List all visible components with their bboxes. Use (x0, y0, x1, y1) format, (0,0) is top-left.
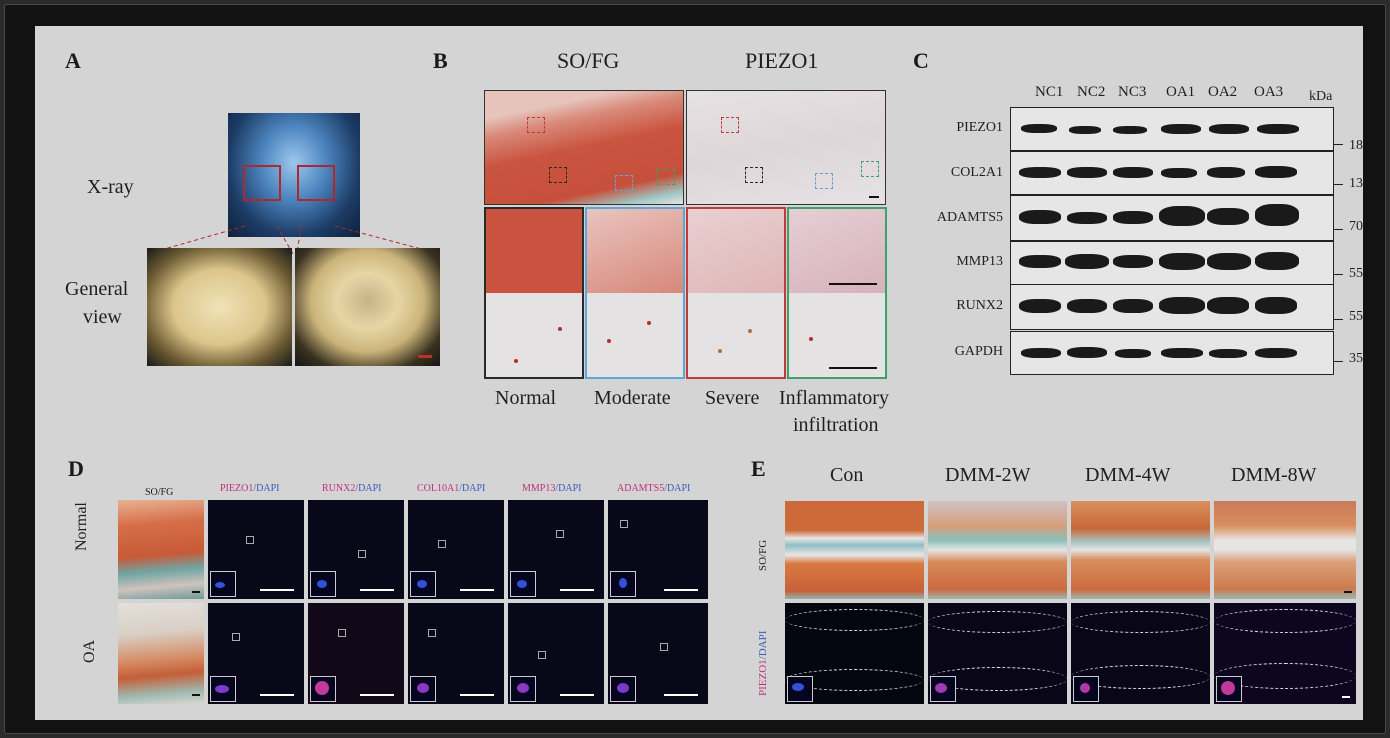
e-fl-dmm8w (1214, 603, 1356, 704)
xray-image (228, 113, 360, 237)
b-label-infiltration: infiltration (793, 414, 879, 436)
wb-row-gapdh (1010, 331, 1334, 375)
wb-row-piezo1 (1010, 107, 1334, 151)
b-label-inflammatory: Inflammatory (779, 387, 889, 409)
panel-a-label: A (65, 48, 81, 73)
d-oa-adamts5 (608, 603, 708, 704)
mw-35: 35 (1349, 351, 1363, 366)
panel-c-label: C (913, 48, 929, 73)
d-normal-mmp13 (508, 500, 604, 599)
zoom-lines (146, 225, 441, 255)
mw-55a: 55 (1349, 266, 1363, 281)
unit-kda: kDa (1309, 89, 1333, 104)
e-row-sofg: SO/FG (757, 539, 769, 571)
figure-frame: A X-ray General view B SO/FG PIEZO1 (4, 4, 1386, 734)
e-sofg-con (785, 501, 924, 599)
b-header-piezo1: PIEZO1 (745, 48, 819, 73)
lane-oa3: OA3 (1254, 84, 1284, 100)
lane-oa2: OA2 (1208, 84, 1238, 100)
wb-row-adamts5 (1010, 195, 1334, 241)
mw-130: 130 (1349, 176, 1363, 191)
e-fl-dmm4w (1071, 603, 1210, 704)
wb-row-runx2 (1010, 284, 1334, 330)
e-fl-dmm2w (928, 603, 1067, 704)
e-sofg-dmm2w (928, 501, 1067, 599)
d-header-col10a1: COL10A1/DAPI (417, 483, 486, 494)
d-normal-col10a1 (408, 500, 504, 599)
panel-b-label: B (433, 48, 448, 73)
wb-row-col2a1 (1010, 151, 1334, 195)
wb-label-mmp13: MMP13 (956, 254, 1003, 269)
general-view-normal (147, 248, 292, 366)
lane-nc1: NC1 (1035, 84, 1064, 100)
e-row-piezo1-dapi: PIEZO1/DAPI (757, 630, 769, 696)
mw-70: 70 (1349, 219, 1363, 234)
d-oa-piezo1 (208, 603, 304, 704)
d-oa-col10a1 (408, 603, 504, 704)
d-oa-sofg (118, 603, 204, 704)
b-label-moderate: Moderate (594, 387, 671, 409)
xray-label: X-ray (87, 176, 134, 198)
e-sofg-dmm4w (1071, 501, 1210, 599)
panel-e-label: E (751, 456, 766, 481)
mw-55b: 55 (1349, 309, 1363, 324)
b-overview-sofg (484, 90, 684, 205)
b-zoom-infiltration (787, 207, 887, 379)
e-header-con: Con (830, 464, 864, 486)
wb-label-adamts5: ADAMTS5 (936, 210, 1003, 225)
d-header-piezo1: PIEZO1/DAPI (220, 483, 280, 494)
wb-row-mmp13 (1010, 241, 1334, 285)
wb-label-col2a1: COL2A1 (950, 165, 1003, 180)
d-normal-piezo1 (208, 500, 304, 599)
lane-oa1: OA1 (1166, 84, 1196, 100)
b-label-normal: Normal (495, 387, 557, 409)
general-view-oa (295, 248, 440, 366)
d-normal-sofg (118, 500, 204, 599)
b-zoom-severe (686, 207, 786, 379)
b-header-sofg: SO/FG (557, 48, 620, 73)
general-view-label-1: General (65, 278, 129, 300)
wb-label-piezo1: PIEZO1 (956, 120, 1003, 135)
d-row-normal: Normal (73, 502, 90, 551)
e-header-dmm4w: DMM-4W (1085, 464, 1171, 486)
d-row-oa: OA (81, 639, 98, 663)
d-normal-adamts5 (608, 500, 708, 599)
mw-180: 180 (1349, 138, 1363, 153)
d-oa-mmp13 (508, 603, 604, 704)
d-normal-runx2 (308, 500, 404, 599)
e-header-dmm8w: DMM-8W (1231, 464, 1317, 486)
d-header-sofg: SO/FG (145, 487, 174, 498)
d-header-adamts5: ADAMTS5/DAPI (617, 483, 691, 494)
d-header-runx2: RUNX2/DAPI (322, 483, 382, 494)
b-zoom-normal (484, 207, 584, 379)
panel-d-label: D (68, 456, 84, 481)
d-header-mmp13: MMP13/DAPI (522, 483, 582, 494)
b-zoom-moderate (585, 207, 685, 379)
figure-canvas: A X-ray General view B SO/FG PIEZO1 (35, 26, 1363, 720)
general-view-label-2: view (83, 306, 122, 328)
e-header-dmm2w: DMM-2W (945, 464, 1031, 486)
wb-label-gapdh: GAPDH (954, 344, 1003, 359)
wb-label-runx2: RUNX2 (956, 298, 1003, 313)
d-oa-runx2 (308, 603, 404, 704)
b-overview-piezo1 (686, 90, 886, 205)
e-sofg-dmm8w (1214, 501, 1356, 599)
lane-nc3: NC3 (1118, 84, 1147, 100)
e-fl-con (785, 603, 924, 704)
lane-nc2: NC2 (1077, 84, 1106, 100)
b-label-severe: Severe (705, 387, 760, 409)
